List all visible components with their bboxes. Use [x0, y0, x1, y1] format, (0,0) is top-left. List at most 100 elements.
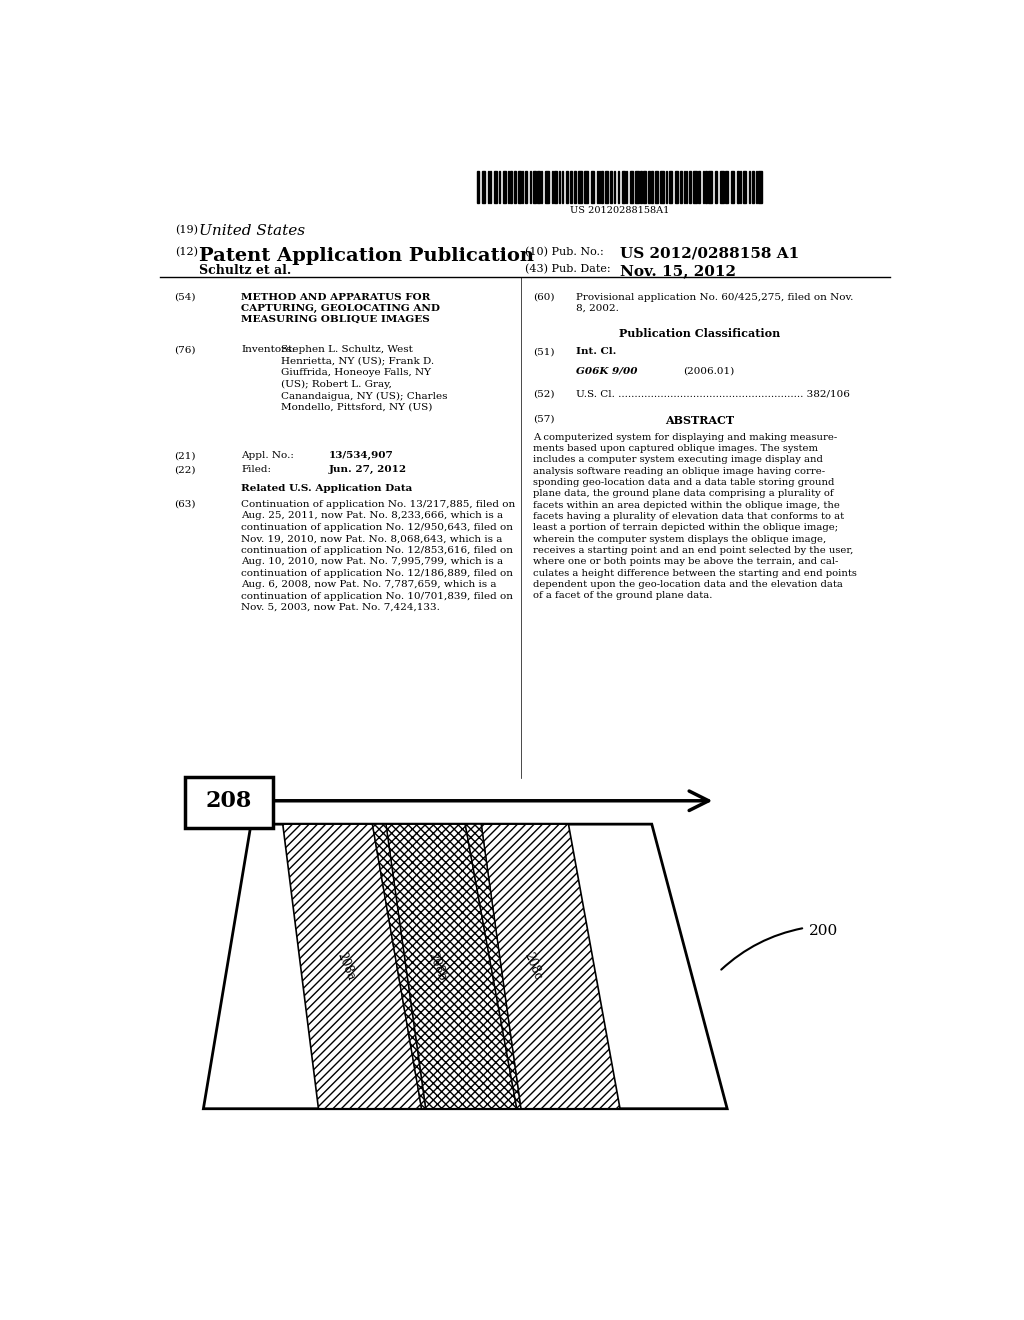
Text: (43) Pub. Date:: (43) Pub. Date: [524, 264, 610, 275]
Bar [510, 170, 512, 203]
Polygon shape [373, 824, 426, 1109]
Text: (76): (76) [174, 346, 196, 354]
Text: (60): (60) [532, 293, 554, 301]
Bar [680, 170, 682, 203]
Bar [552, 170, 553, 203]
Bar [752, 170, 755, 203]
Text: (54): (54) [174, 293, 196, 301]
Bar [702, 170, 705, 203]
Bar [709, 170, 712, 203]
Bar [730, 170, 734, 203]
Text: U.S. Cl. ......................................................... 382/106: U.S. Cl. ...............................… [577, 389, 850, 399]
Bar [651, 170, 653, 203]
Bar [601, 170, 603, 203]
Text: (21): (21) [174, 451, 196, 461]
Bar [743, 170, 746, 203]
Text: ABSTRACT: ABSTRACT [665, 414, 734, 425]
Text: Publication Classification: Publication Classification [618, 329, 780, 339]
Bar [630, 170, 633, 203]
Bar [706, 170, 707, 203]
Polygon shape [204, 824, 727, 1109]
Text: A computerized system for displaying and making measure-
ments based upon captur: A computerized system for displaying and… [532, 433, 857, 601]
Bar [648, 170, 650, 203]
Text: (51): (51) [532, 347, 554, 356]
Bar [534, 170, 536, 203]
Bar [530, 170, 531, 203]
Bar [675, 170, 678, 203]
Bar [689, 170, 691, 203]
Polygon shape [465, 824, 521, 1109]
Text: (52): (52) [532, 389, 554, 399]
Bar [570, 170, 571, 203]
Text: (57): (57) [532, 414, 554, 424]
Text: Stephen L. Schultz, West
Henrietta, NY (US); Frank D.
Giuffrida, Honeoye Falls, : Stephen L. Schultz, West Henrietta, NY (… [282, 346, 447, 412]
Polygon shape [283, 824, 422, 1109]
Text: US 2012/0288158 A1: US 2012/0288158 A1 [620, 247, 800, 261]
Text: Appl. No.:: Appl. No.: [242, 451, 294, 461]
Bar [503, 170, 507, 203]
Text: (10) Pub. No.:: (10) Pub. No.: [524, 247, 603, 257]
Text: (19): (19) [176, 224, 199, 235]
Text: 208: 208 [206, 789, 252, 812]
Text: (63): (63) [174, 500, 196, 510]
Bar [545, 170, 549, 203]
Text: (2006.01): (2006.01) [684, 367, 735, 376]
Text: Provisional application No. 60/425,275, filed on Nov.
8, 2002.: Provisional application No. 60/425,275, … [577, 293, 854, 313]
Bar [660, 170, 664, 203]
Bar [591, 170, 594, 203]
Text: 208b: 208b [426, 950, 450, 982]
Bar [654, 170, 657, 203]
Bar [698, 170, 700, 203]
Bar [720, 170, 724, 203]
Bar [521, 170, 523, 203]
Bar [494, 170, 497, 203]
Bar [514, 170, 516, 203]
Text: Jun. 27, 2012: Jun. 27, 2012 [329, 466, 407, 474]
Text: Inventors:: Inventors: [242, 346, 296, 354]
Bar [605, 170, 608, 203]
Bar [613, 170, 615, 203]
Bar [584, 170, 588, 203]
Text: Continuation of application No. 13/217,885, filed on
Aug. 25, 2011, now Pat. No.: Continuation of application No. 13/217,8… [242, 500, 516, 612]
Text: US 20120288158A1: US 20120288158A1 [570, 206, 670, 215]
Bar [482, 170, 485, 203]
Bar [737, 170, 738, 203]
Bar [597, 170, 598, 203]
Bar [537, 170, 540, 203]
Text: Patent Application Publication: Patent Application Publication [200, 247, 535, 265]
Text: Int. Cl.: Int. Cl. [577, 347, 616, 356]
Text: 200: 200 [809, 924, 839, 939]
Text: 208c: 208c [521, 950, 544, 982]
Bar [693, 170, 696, 203]
Text: 208a: 208a [334, 950, 357, 982]
Text: (22): (22) [174, 466, 196, 474]
Bar [758, 170, 762, 203]
Bar [739, 170, 741, 203]
Bar [622, 170, 625, 203]
Bar [643, 170, 646, 203]
Polygon shape [481, 824, 620, 1109]
Bar [725, 170, 728, 203]
Bar [525, 170, 527, 203]
Bar [477, 170, 479, 203]
Bar [640, 170, 642, 203]
Bar [636, 170, 639, 203]
Bar [617, 170, 618, 203]
Text: Filed:: Filed: [242, 466, 271, 474]
Text: (12): (12) [176, 247, 199, 257]
Bar [508, 170, 509, 203]
Bar [573, 170, 577, 203]
Text: 13/534,907: 13/534,907 [329, 451, 393, 461]
Text: METHOD AND APPARATUS FOR
CAPTURING, GEOLOCATING AND
MEASURING OBLIQUE IMAGES: METHOD AND APPARATUS FOR CAPTURING, GEOL… [242, 293, 440, 323]
Bar [518, 170, 520, 203]
Bar [610, 170, 611, 203]
Bar [666, 170, 667, 203]
Text: G06K 9/00: G06K 9/00 [577, 367, 638, 376]
Bar [566, 170, 567, 203]
Bar [578, 170, 582, 203]
Bar [554, 170, 557, 203]
Text: United States: United States [200, 224, 305, 239]
Bar [559, 170, 560, 203]
Bar [487, 170, 488, 203]
Bar [715, 170, 718, 203]
